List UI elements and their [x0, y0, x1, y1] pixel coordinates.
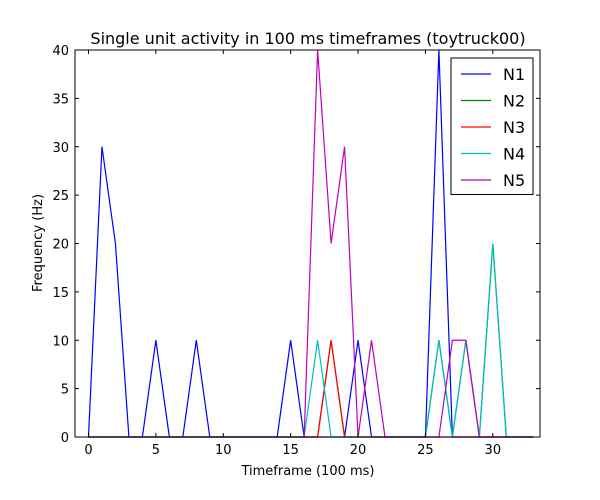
- x-axis-label: Timeframe (100 ms): [240, 464, 374, 479]
- x-tick-label: 15: [282, 443, 299, 458]
- x-tick-label: 25: [417, 443, 434, 458]
- y-tick-label: 5: [61, 383, 69, 398]
- y-tick-label: 30: [52, 141, 69, 156]
- legend: N1 N2 N3 N4 N5: [450, 57, 534, 195]
- x-tick-label: 5: [152, 443, 160, 458]
- y-tick-label: 40: [52, 44, 69, 59]
- legend-label-n2: N2: [503, 92, 525, 111]
- chart-title: Single unit activity in 100 ms timeframe…: [90, 29, 525, 48]
- axes: 0 5 10 15 20 25 30 0 5 10 15 20 25 30 35 40: [52, 44, 541, 458]
- x-tick-label: 0: [84, 443, 92, 458]
- y-tick-label: 15: [52, 286, 69, 301]
- x-tick-label: 10: [215, 443, 232, 458]
- y-tick-label: 10: [52, 334, 69, 349]
- legend-label-n1: N1: [503, 65, 525, 84]
- y-tick-label: 35: [52, 92, 69, 107]
- y-tick-label: 20: [52, 238, 69, 253]
- x-tick-label: 20: [350, 443, 367, 458]
- y-tick-label: 25: [52, 189, 69, 204]
- legend-label-n4: N4: [503, 145, 525, 164]
- legend-label-n3: N3: [503, 118, 525, 137]
- y-tick-label: 0: [61, 431, 69, 446]
- y-axis-label: Frequency (Hz): [31, 194, 46, 292]
- legend-box: [450, 57, 534, 195]
- legend-label-n5: N5: [503, 171, 525, 190]
- x-tick-label: 30: [485, 443, 502, 458]
